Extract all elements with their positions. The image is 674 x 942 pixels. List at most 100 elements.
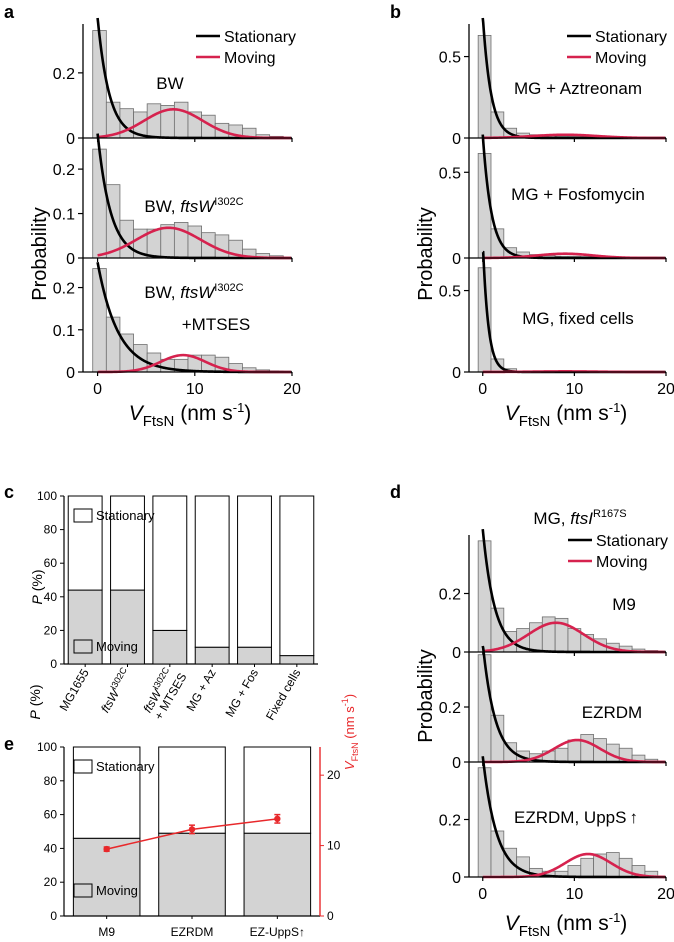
bar	[105, 316, 121, 373]
label-a1: BW	[156, 74, 183, 93]
right-y-tick-label: 20	[327, 768, 341, 782]
x-tick-label: M9	[98, 925, 115, 939]
label-a3: BW, ftsWI302C	[144, 282, 243, 302]
y-tick-label: 0	[50, 657, 57, 671]
histogram-a-1: 00.2	[53, 17, 293, 148]
y-tick-label: 0.1	[53, 323, 75, 340]
xlabel-d: VFtsN (nm s-1)	[505, 910, 628, 940]
panel-e: 0 20 40 60 80 100 M9 EZRDM EZ-UppS↑ 0 10 20 Stationa…	[37, 740, 341, 939]
legend-stationary-label: Stationary	[224, 29, 296, 46]
xlabel-b-exp: -1	[609, 400, 621, 415]
panel-d-title-prefix: MG,	[533, 509, 570, 528]
x-tick-label: EZRDM	[171, 925, 214, 939]
right-y-tick-label: 0	[327, 909, 334, 923]
label-a2: BW, ftsWI302C	[144, 196, 243, 216]
xlabel-b-sub: FtsN	[519, 413, 551, 430]
y-tick-label: 40	[44, 590, 58, 604]
xlabel-b-main: V	[505, 402, 521, 425]
label-a3-sup: I302C	[214, 282, 243, 294]
xlabel-b-units: (nm s	[550, 402, 608, 425]
bar	[477, 654, 492, 763]
histogram-d-1: 00.2	[439, 529, 667, 662]
ylabel-right-e: VFtsN (nm s-1)	[340, 694, 360, 770]
panel-letter-a: a	[4, 2, 15, 22]
panel-d-title-gene: ftsI	[570, 509, 593, 528]
bar	[92, 268, 107, 373]
panel-d-title: MG, ftsIR167S	[533, 508, 626, 528]
ylabel-c: P (%)	[29, 569, 45, 604]
label-b1: MG + Aztreonam	[514, 79, 642, 98]
stationary-bar	[152, 495, 188, 631]
legend: Stationary Moving	[567, 29, 667, 67]
xlabel-a-sub: FtsN	[143, 413, 175, 430]
histogram-b-3: 00.5	[439, 250, 667, 382]
x-tick-label: 10	[186, 381, 204, 398]
xlabel-b-close: )	[620, 402, 627, 425]
y-tick-label: 0	[66, 365, 75, 382]
stationary-bar	[279, 495, 315, 657]
xlabel-a-main: V	[129, 402, 145, 425]
x-tick-label: EZ-UppS↑	[250, 925, 305, 939]
ylabel-right-e-exp: -1	[340, 698, 350, 706]
y-tick-label: 0.5	[439, 165, 461, 182]
ylabel-e-main: P	[27, 710, 43, 720]
y-tick-label: 60	[44, 808, 58, 822]
right-y-tick-label: 10	[327, 839, 341, 853]
x-tick-label: MG1655	[57, 666, 92, 713]
y-tick-label: 0.5	[439, 50, 461, 67]
x-tick-label-sup: I302C	[108, 665, 129, 691]
legend-stationary-label: Stationary	[596, 533, 668, 550]
stationary-bar	[110, 495, 145, 591]
x-tick-label: Fixed cells	[263, 667, 303, 723]
legend-moving-label: Moving	[96, 883, 138, 898]
x-tick-label: ftsWI302C	[96, 665, 134, 715]
y-tick-label: 0.2	[53, 281, 75, 298]
moving-bar	[194, 646, 230, 665]
velocity-point	[188, 826, 196, 833]
y-tick-label: 0	[452, 870, 461, 887]
y-tick-label: 80	[44, 774, 58, 788]
up-arrow-icon: ↑	[629, 808, 638, 827]
label-a3-prefix: BW,	[144, 283, 180, 302]
moving-bar	[158, 832, 226, 917]
histogram-d-3: 00.2	[439, 756, 667, 887]
bar	[173, 101, 189, 139]
xlabel-d-close: )	[620, 912, 627, 935]
bar	[477, 767, 492, 878]
moving-bar	[279, 655, 315, 665]
label-a2-sup: I302C	[214, 196, 243, 208]
y-tick-label: 0	[452, 131, 461, 148]
legend-moving-swatch	[73, 639, 93, 654]
y-tick-label: 0.2	[53, 66, 75, 83]
legend-moving-label: Moving	[595, 50, 647, 67]
ylabel-c-main: P	[29, 595, 45, 605]
label-d3-text: EZRDM, UppS	[514, 808, 626, 827]
bar	[187, 225, 202, 259]
legend-stationary-swatch	[73, 508, 93, 523]
ylabel-right-e-sub: FtsN	[350, 742, 360, 761]
y-tick-label: 40	[44, 841, 58, 855]
y-tick-label: 0	[452, 251, 461, 268]
x-tick-label: 20	[283, 381, 301, 398]
label-b2: MG + Fosfomycin	[511, 185, 645, 204]
moving-bar	[152, 629, 188, 665]
label-a3-gene: ftsW	[180, 283, 216, 302]
y-tick-label: 0.1	[53, 207, 75, 224]
ylabel-right-e-main: V	[342, 760, 357, 770]
panel-letter-b: b	[390, 2, 401, 22]
stationary-bar	[158, 746, 226, 834]
histogram-b-2: 00.5	[439, 134, 667, 268]
y-tick-label: 80	[44, 523, 58, 537]
bar	[92, 148, 107, 259]
bar	[160, 224, 175, 259]
legend: Stationary Moving	[568, 533, 668, 571]
histogram-a-3: 0 0.1 0.2	[53, 258, 293, 382]
label-d3: EZRDM, UppS ↑	[514, 808, 638, 827]
ylabel-a: Probability	[29, 207, 51, 300]
y-tick-label: 100	[37, 489, 57, 503]
xlabel-a-exp: -1	[233, 400, 245, 415]
ylabel-right-e-units: (nm s	[342, 706, 357, 743]
x-tick-label: 0	[478, 886, 487, 903]
legend-moving-label: Moving	[596, 554, 648, 571]
